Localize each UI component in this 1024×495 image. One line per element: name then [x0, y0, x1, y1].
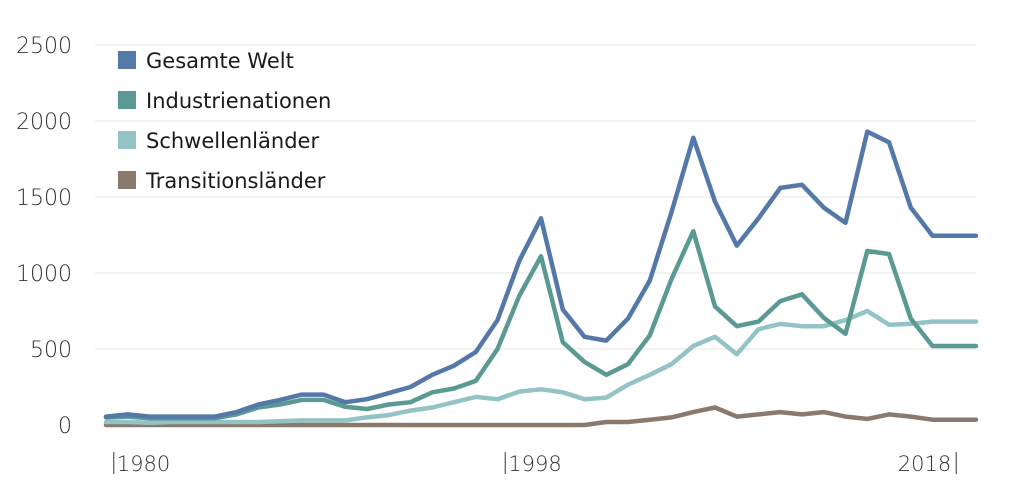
x-axis-ticks: 1980 1998 2018 [113, 452, 957, 476]
y-tick-label: 1000 [16, 262, 72, 287]
y-tick-label: 500 [30, 338, 72, 363]
legend-label: Transitionsländer [145, 169, 326, 193]
series-line-industrienationen [103, 228, 979, 421]
legend-swatch [118, 131, 136, 149]
legend-swatch [118, 91, 136, 109]
x-tick-label: 2018 [898, 452, 951, 476]
series-lines [103, 129, 979, 428]
legend-label: Gesamte Welt [146, 49, 294, 73]
gridlines [95, 44, 976, 350]
y-tick-label: 1500 [16, 186, 72, 211]
legend-swatch [118, 171, 136, 189]
legend-swatch [118, 51, 136, 69]
y-tick-label: 2500 [16, 34, 72, 59]
legend-label: Industrienationen [146, 89, 331, 113]
series-line-gesamte-welt [103, 129, 979, 419]
x-tick-label: 1980 [117, 452, 170, 476]
y-axis-ticks: 0 500 1000 1500 2000 2500 [16, 34, 72, 439]
series-line-transitionsl-nder [103, 405, 979, 428]
y-tick-label: 2000 [16, 110, 72, 135]
x-tick-label: 1998 [508, 452, 561, 476]
legend: Gesamte Welt Industrienationen Schwellenlä… [118, 49, 331, 193]
legend-label: Schwellenländer [146, 129, 319, 153]
y-tick-label: 0 [58, 414, 72, 439]
